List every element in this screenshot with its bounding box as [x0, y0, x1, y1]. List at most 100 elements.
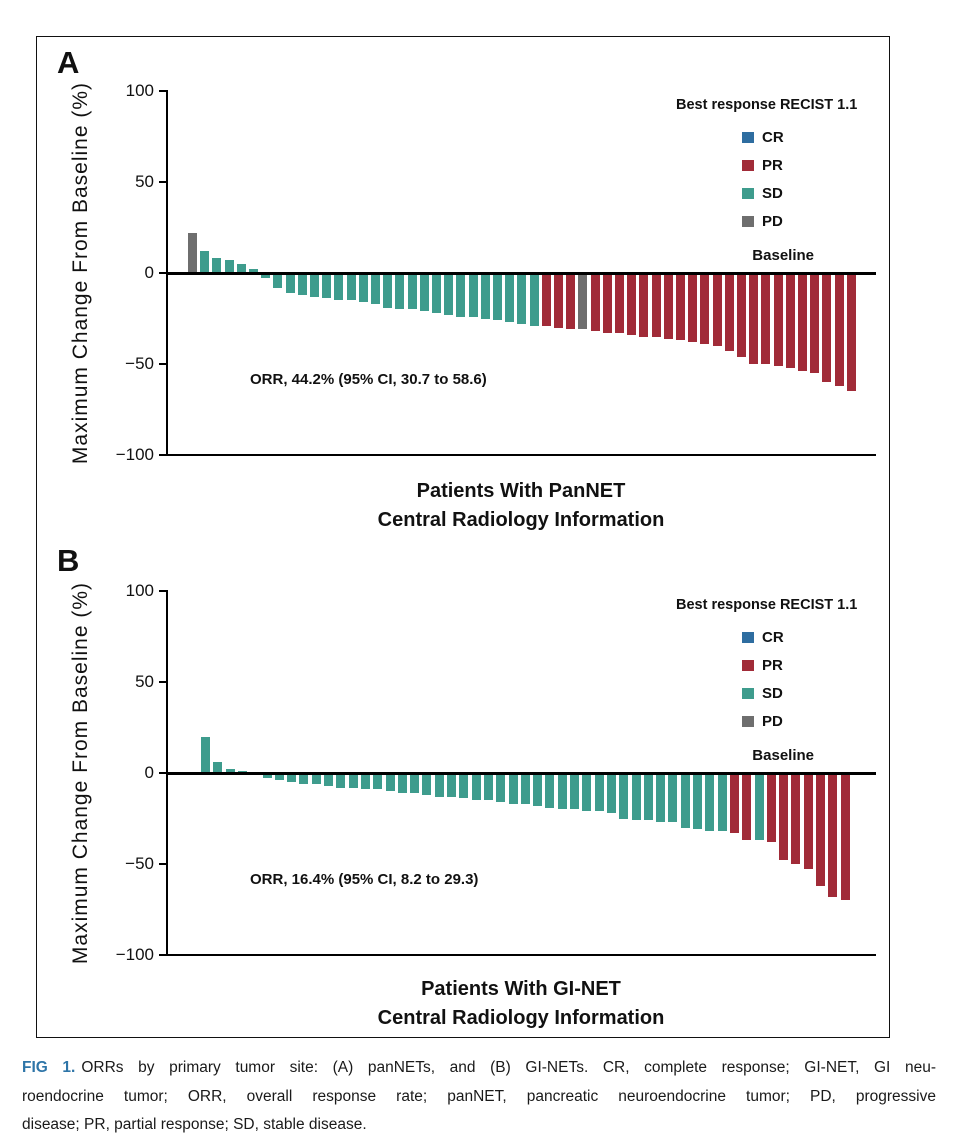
bar-pr: [676, 273, 685, 341]
bar-pr: [590, 273, 600, 332]
bar-sd: [212, 258, 222, 273]
legend-item-cr: CR: [742, 123, 862, 151]
bar-sd: [459, 773, 469, 799]
bar-sd: [496, 773, 506, 803]
bar-pr: [803, 773, 813, 870]
bar-sd: [557, 773, 567, 810]
bar-sd: [432, 273, 441, 314]
bar-sd: [631, 773, 641, 821]
bar-pr: [712, 273, 722, 346]
legend-swatch-pr: [742, 159, 754, 171]
bar-sd: [693, 773, 702, 830]
legend-item-pr: PR: [742, 151, 862, 179]
bar-pr: [627, 273, 637, 335]
legend-item-label: CR: [762, 128, 784, 146]
y-axis-tick-label: −100: [115, 445, 154, 464]
panel-a-label: A: [57, 45, 80, 80]
bar-sd: [336, 773, 346, 788]
bar-sd: [570, 773, 579, 810]
bar-sd: [508, 773, 518, 804]
y-axis-tick: [159, 454, 168, 456]
bar-sd: [261, 273, 271, 279]
bar-pr: [785, 273, 795, 368]
bar-sd: [373, 773, 383, 790]
bar-sd: [200, 251, 210, 273]
bar-pr: [688, 273, 698, 343]
panel-b-baseline-line: [168, 772, 876, 775]
bar-sd: [754, 773, 764, 841]
bar-sd: [619, 773, 629, 819]
bar-pr: [554, 273, 563, 328]
y-axis-tick-label: 100: [125, 81, 154, 100]
bar-sd: [225, 769, 235, 773]
legend-swatch-cr: [742, 631, 754, 643]
y-axis-tick: [159, 863, 168, 865]
y-axis-tick: [159, 681, 168, 683]
bar-pr: [602, 273, 612, 334]
panel-b-orr-annotation: ORR, 16.4% (95% CI, 8.2 to 29.3): [250, 871, 479, 888]
legend-item-pd: PD: [742, 207, 862, 235]
bar-sd: [383, 273, 393, 308]
panel-b-legend: Best response RECIST 1.1 CR PR SD PD: [676, 597, 862, 735]
legend-item-label: SD: [762, 684, 783, 702]
bar-sd: [274, 773, 284, 781]
panel-a-orr-annotation: ORR, 44.2% (95% CI, 30.7 to 58.6): [250, 371, 487, 388]
bar-pr: [822, 273, 832, 383]
bar-sd: [493, 273, 502, 321]
bar-pr: [834, 273, 844, 386]
bar-sd: [717, 773, 727, 832]
bar-sd: [299, 773, 309, 784]
panel-b-x-axis-title: Patients With GI-NET Central Radiology I…: [377, 978, 665, 1029]
bar-pr: [846, 273, 856, 392]
bar-pr: [766, 773, 776, 843]
figure-caption: FIG 1. ORRs by primary tumor site: (A) pa…: [22, 1054, 936, 1140]
bar-sd: [456, 273, 466, 317]
legend-item-label: PR: [762, 656, 783, 674]
bar-sd: [397, 773, 407, 794]
bar-sd: [533, 773, 543, 806]
legend-item-pd: PD: [742, 707, 862, 735]
panel-a-baseline-label: Baseline: [752, 247, 814, 264]
bar-pr: [737, 273, 746, 357]
bar-sd: [419, 273, 429, 312]
bar-sd: [371, 273, 380, 304]
bar-pr: [541, 273, 551, 326]
bar-sd: [201, 736, 210, 773]
legend-swatch-cr: [742, 131, 754, 143]
y-axis-tick: [159, 590, 168, 592]
bar-sd: [311, 773, 321, 784]
bar-sd: [422, 773, 432, 795]
bar-pr: [663, 273, 673, 339]
bar-pr: [749, 273, 759, 364]
caption-line-3: disease; PR, partial response; SD, stabl…: [22, 1116, 367, 1134]
panel-a-y-axis-title: Maximum Change From Baseline (%): [69, 81, 92, 465]
bar-pr: [798, 273, 807, 372]
bar-pr: [615, 273, 624, 334]
bar-sd: [287, 773, 297, 783]
legend-item-sd: SD: [742, 179, 862, 207]
legend-item-sd: SD: [742, 679, 862, 707]
y-axis-tick-label: 100: [125, 581, 154, 600]
bar-sd: [468, 273, 478, 317]
bar-sd: [529, 273, 539, 326]
panel-b-bars: [168, 591, 876, 955]
bar-sd: [480, 273, 490, 319]
bar-pr: [791, 773, 801, 864]
bar-sd: [310, 273, 319, 297]
bar-sd: [407, 273, 417, 310]
bar-sd: [385, 773, 395, 792]
bar-sd: [643, 773, 653, 821]
bar-sd: [348, 773, 358, 788]
y-axis-tick: [159, 272, 168, 274]
bar-sd: [324, 773, 333, 786]
legend-item-label: PD: [762, 712, 783, 730]
bar-pr: [729, 773, 739, 834]
caption-figure-number: FIG 1.: [22, 1059, 76, 1076]
legend-swatch-pd: [742, 215, 754, 227]
legend-item-label: SD: [762, 184, 783, 202]
y-axis-tick: [159, 90, 168, 92]
y-axis-tick: [159, 772, 168, 774]
panel-a-plot-area: Maximum Change From Baseline (%) 100 50 0 −…: [69, 81, 876, 464]
bar-pd: [578, 273, 588, 330]
bar-pr: [651, 273, 661, 337]
